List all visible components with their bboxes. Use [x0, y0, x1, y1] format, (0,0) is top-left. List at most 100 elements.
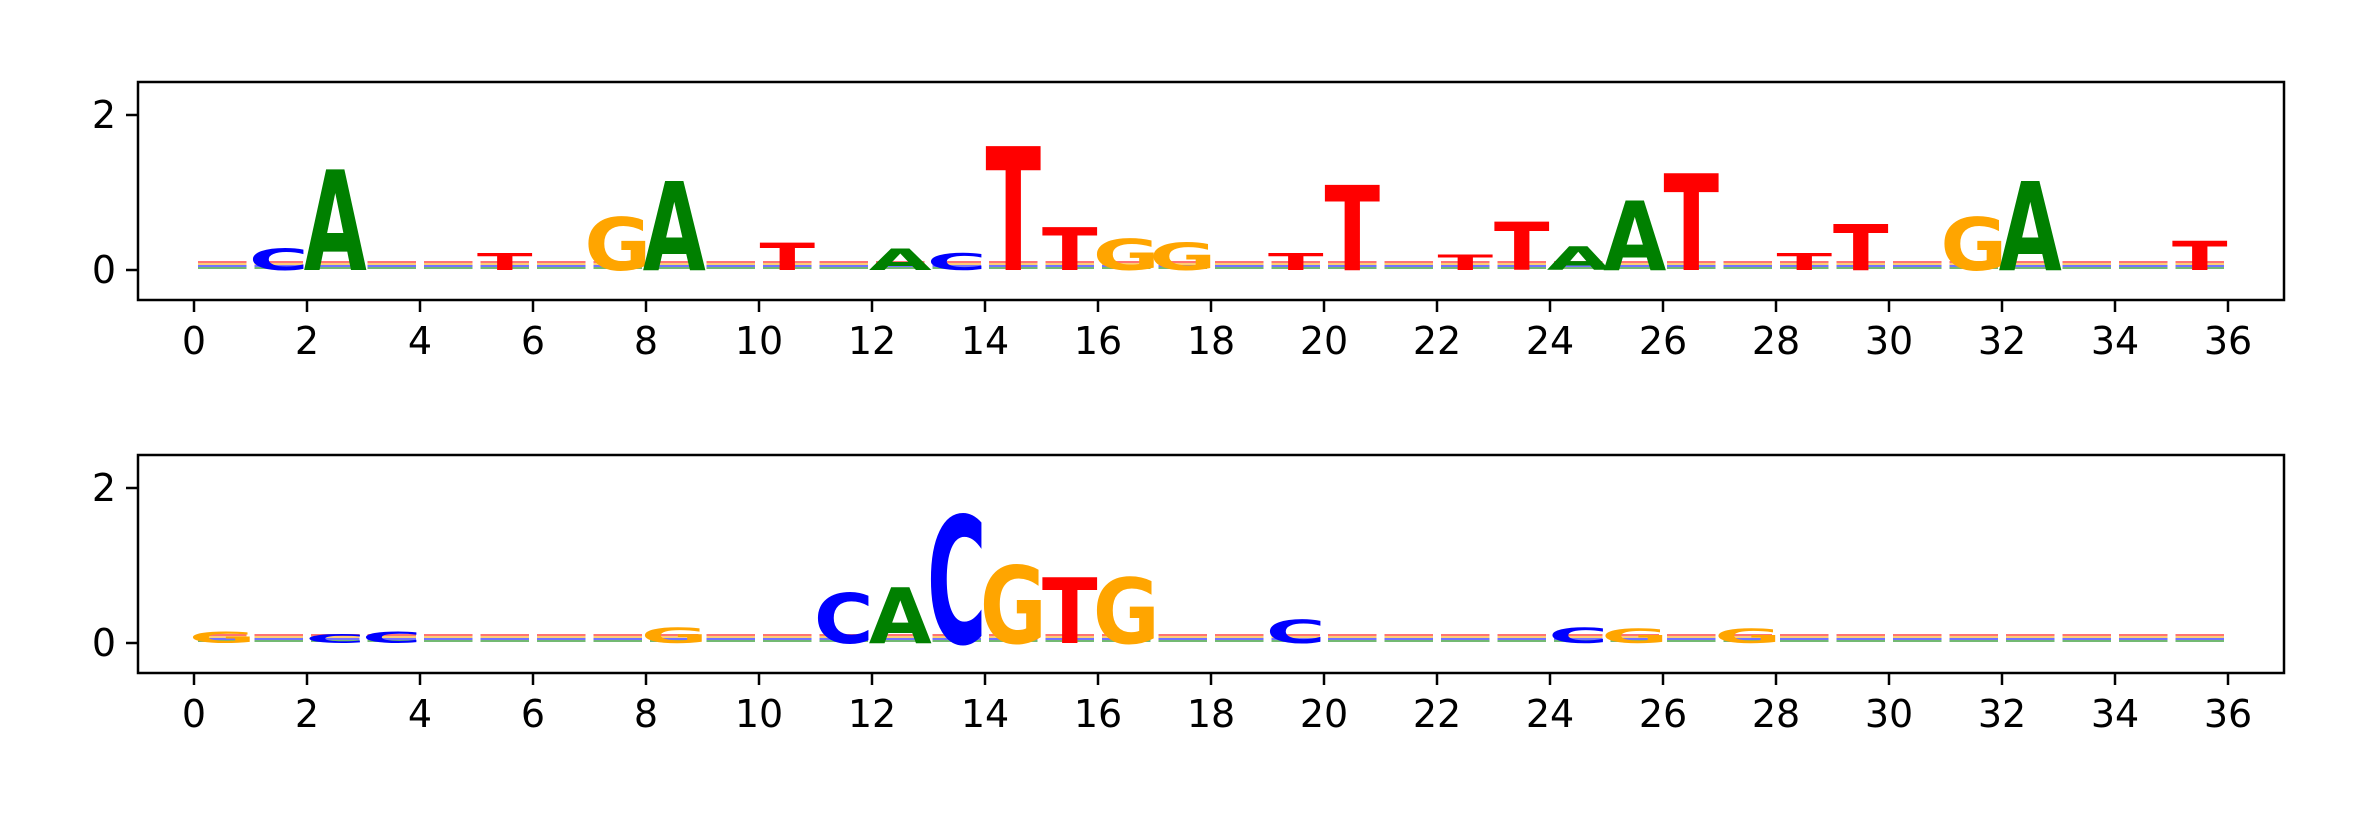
logo-background-band: [1610, 267, 1659, 269]
logo-background-band: [989, 265, 1038, 267]
logo-background-band: [2006, 267, 2055, 269]
logo-letter-G: G: [980, 545, 1047, 668]
logo-background-band: [1384, 634, 1433, 636]
logo-background-band: [198, 267, 247, 269]
logo-letter-T: T: [1833, 212, 1889, 286]
logo-letter-G: G: [1093, 231, 1160, 280]
logo-letter-T: T: [1437, 251, 1493, 276]
logo-background-band: [537, 267, 586, 269]
x-tick-label: 14: [961, 692, 1009, 736]
logo-letter-A: A: [1999, 158, 2062, 299]
logo-letter-C: C: [362, 628, 422, 646]
x-tick-label: 6: [521, 319, 545, 363]
logo-letter-T: T: [1776, 249, 1832, 276]
logo-letter-T: T: [477, 249, 533, 276]
logo-background-band: [1158, 634, 1207, 636]
x-tick-label: 10: [735, 692, 783, 736]
logo-background-band: [1102, 636, 1151, 638]
logo-background-band: [1441, 640, 1490, 642]
logo-background-band: [2006, 261, 2055, 263]
logo-background-band: [537, 636, 586, 638]
x-tick-label: 10: [735, 319, 783, 363]
logo-background-band: [1610, 638, 1659, 640]
logo-letter-T: T: [759, 235, 815, 278]
logo-background-band: [1384, 636, 1433, 638]
logo-background-band: [1723, 261, 1772, 263]
logo-background-band: [1949, 267, 1998, 269]
logo-background-band: [1045, 261, 1094, 263]
logo-background-band: [932, 267, 981, 269]
logo-background-band: [1441, 636, 1490, 638]
logo-background-band: [1780, 640, 1829, 642]
logo-background-band: [819, 640, 868, 642]
logo-background-band: [1384, 267, 1433, 269]
x-tick-label: 26: [1639, 319, 1687, 363]
logo-letter-T: T: [1042, 216, 1098, 284]
logo-letter-T: T: [1042, 560, 1098, 665]
logo-background-band: [424, 267, 473, 269]
logo-background-band: [593, 634, 642, 636]
logo-background-band: [1610, 640, 1659, 642]
logo-background-band: [2062, 263, 2111, 265]
logo-background-band: [537, 638, 586, 640]
y-tick-label: 0: [92, 621, 116, 665]
logo-background-band: [1271, 261, 1320, 263]
logo-background-band: [1158, 265, 1207, 267]
logo-background-band: [1497, 634, 1546, 636]
logo-background-band: [2175, 263, 2224, 265]
x-tick-label: 20: [1300, 692, 1348, 736]
logo-background-band: [1102, 640, 1151, 642]
logo-background-band: [763, 634, 812, 636]
logo-background-band: [2119, 265, 2168, 267]
x-tick-label: 14: [961, 319, 1009, 363]
logo-background-band: [480, 636, 529, 638]
logo-background-band: [1045, 638, 1094, 640]
logo-background-band: [1158, 636, 1207, 638]
logo-background-band: [1554, 261, 1603, 263]
logo-background-band: [1271, 634, 1320, 636]
logo-background-band: [650, 267, 699, 269]
logo-letter-G: G: [1093, 560, 1160, 665]
logo-background-band: [1893, 263, 1942, 265]
x-tick-label: 34: [2091, 319, 2139, 363]
logo-background-band: [198, 261, 247, 263]
logo-background-band: [1610, 265, 1659, 267]
logo-background-band: [1667, 267, 1716, 269]
logo-background-band: [650, 265, 699, 267]
logo-background-band: [2175, 638, 2224, 640]
x-tick-label: 4: [408, 692, 432, 736]
logo-background-band: [763, 263, 812, 265]
logo-background-band: [706, 261, 755, 263]
logo-background-band: [2062, 261, 2111, 263]
logo-background-band: [819, 263, 868, 265]
logo-background-band: [593, 263, 642, 265]
logo-background-band: [424, 263, 473, 265]
logo-background-band: [1610, 636, 1659, 638]
logo-background-band: [989, 640, 1038, 642]
logo-background-band: [2119, 263, 2168, 265]
logo-background-band: [1780, 261, 1829, 263]
logo-background-band: [1045, 263, 1094, 265]
logo-background-band: [1667, 636, 1716, 638]
logo-background-band: [1780, 636, 1829, 638]
logo-background-band: [311, 636, 360, 638]
logo-background-band: [763, 261, 812, 263]
logo-background-band: [932, 263, 981, 265]
x-tick-label: 8: [634, 692, 658, 736]
logo-letter-G: G: [189, 628, 256, 646]
logo-background-band: [537, 261, 586, 263]
logo-background-band: [989, 263, 1038, 265]
logo-background-band: [706, 634, 755, 636]
logo-background-band: [424, 265, 473, 267]
logo-background-band: [1667, 634, 1716, 636]
x-tick-label: 0: [182, 692, 206, 736]
logo-background-band: [537, 265, 586, 267]
logo-panel-bottom: 020 2 4 6 8 10 12 14 16 18 20 22 24 26 28 30 32 34 36G CC G C…: [92, 453, 2286, 736]
logo-letter-G: G: [1601, 625, 1668, 647]
x-tick-label: 2: [295, 692, 319, 736]
logo-background-band: [1554, 640, 1603, 642]
logo-background-band: [1328, 263, 1377, 265]
logo-background-band: [1893, 265, 1942, 267]
logo-background-band: [876, 265, 925, 267]
